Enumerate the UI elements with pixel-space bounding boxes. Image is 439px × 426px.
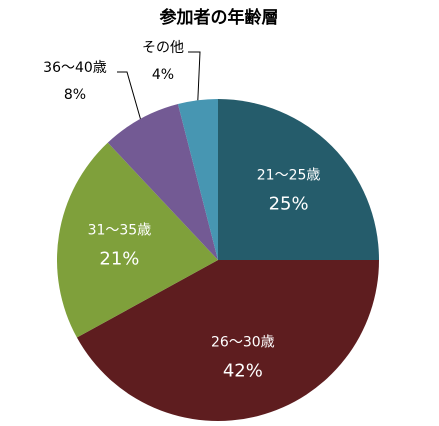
slice-label: 36〜40歳 — [43, 60, 107, 76]
value-label: 25% — [269, 193, 309, 214]
value-label: 4% — [152, 67, 174, 83]
value-label: 8% — [64, 87, 86, 103]
pie-slice — [218, 99, 379, 260]
pie-slice — [56, 142, 218, 338]
value-label: 42% — [223, 361, 263, 382]
pie-slice — [107, 104, 218, 261]
leader-line — [188, 51, 201, 101]
chart-title: 参加者の年齢層 — [160, 7, 279, 28]
slice-label: 21〜25歳 — [257, 167, 321, 183]
slice-label: その他 — [142, 40, 184, 56]
leader-line — [117, 71, 141, 120]
pie-slice — [76, 260, 380, 421]
pie-slice — [177, 99, 218, 260]
value-label: 21% — [99, 248, 139, 269]
slice-label: 26〜30歳 — [211, 335, 275, 351]
slice-label: 31〜35歳 — [88, 222, 152, 238]
